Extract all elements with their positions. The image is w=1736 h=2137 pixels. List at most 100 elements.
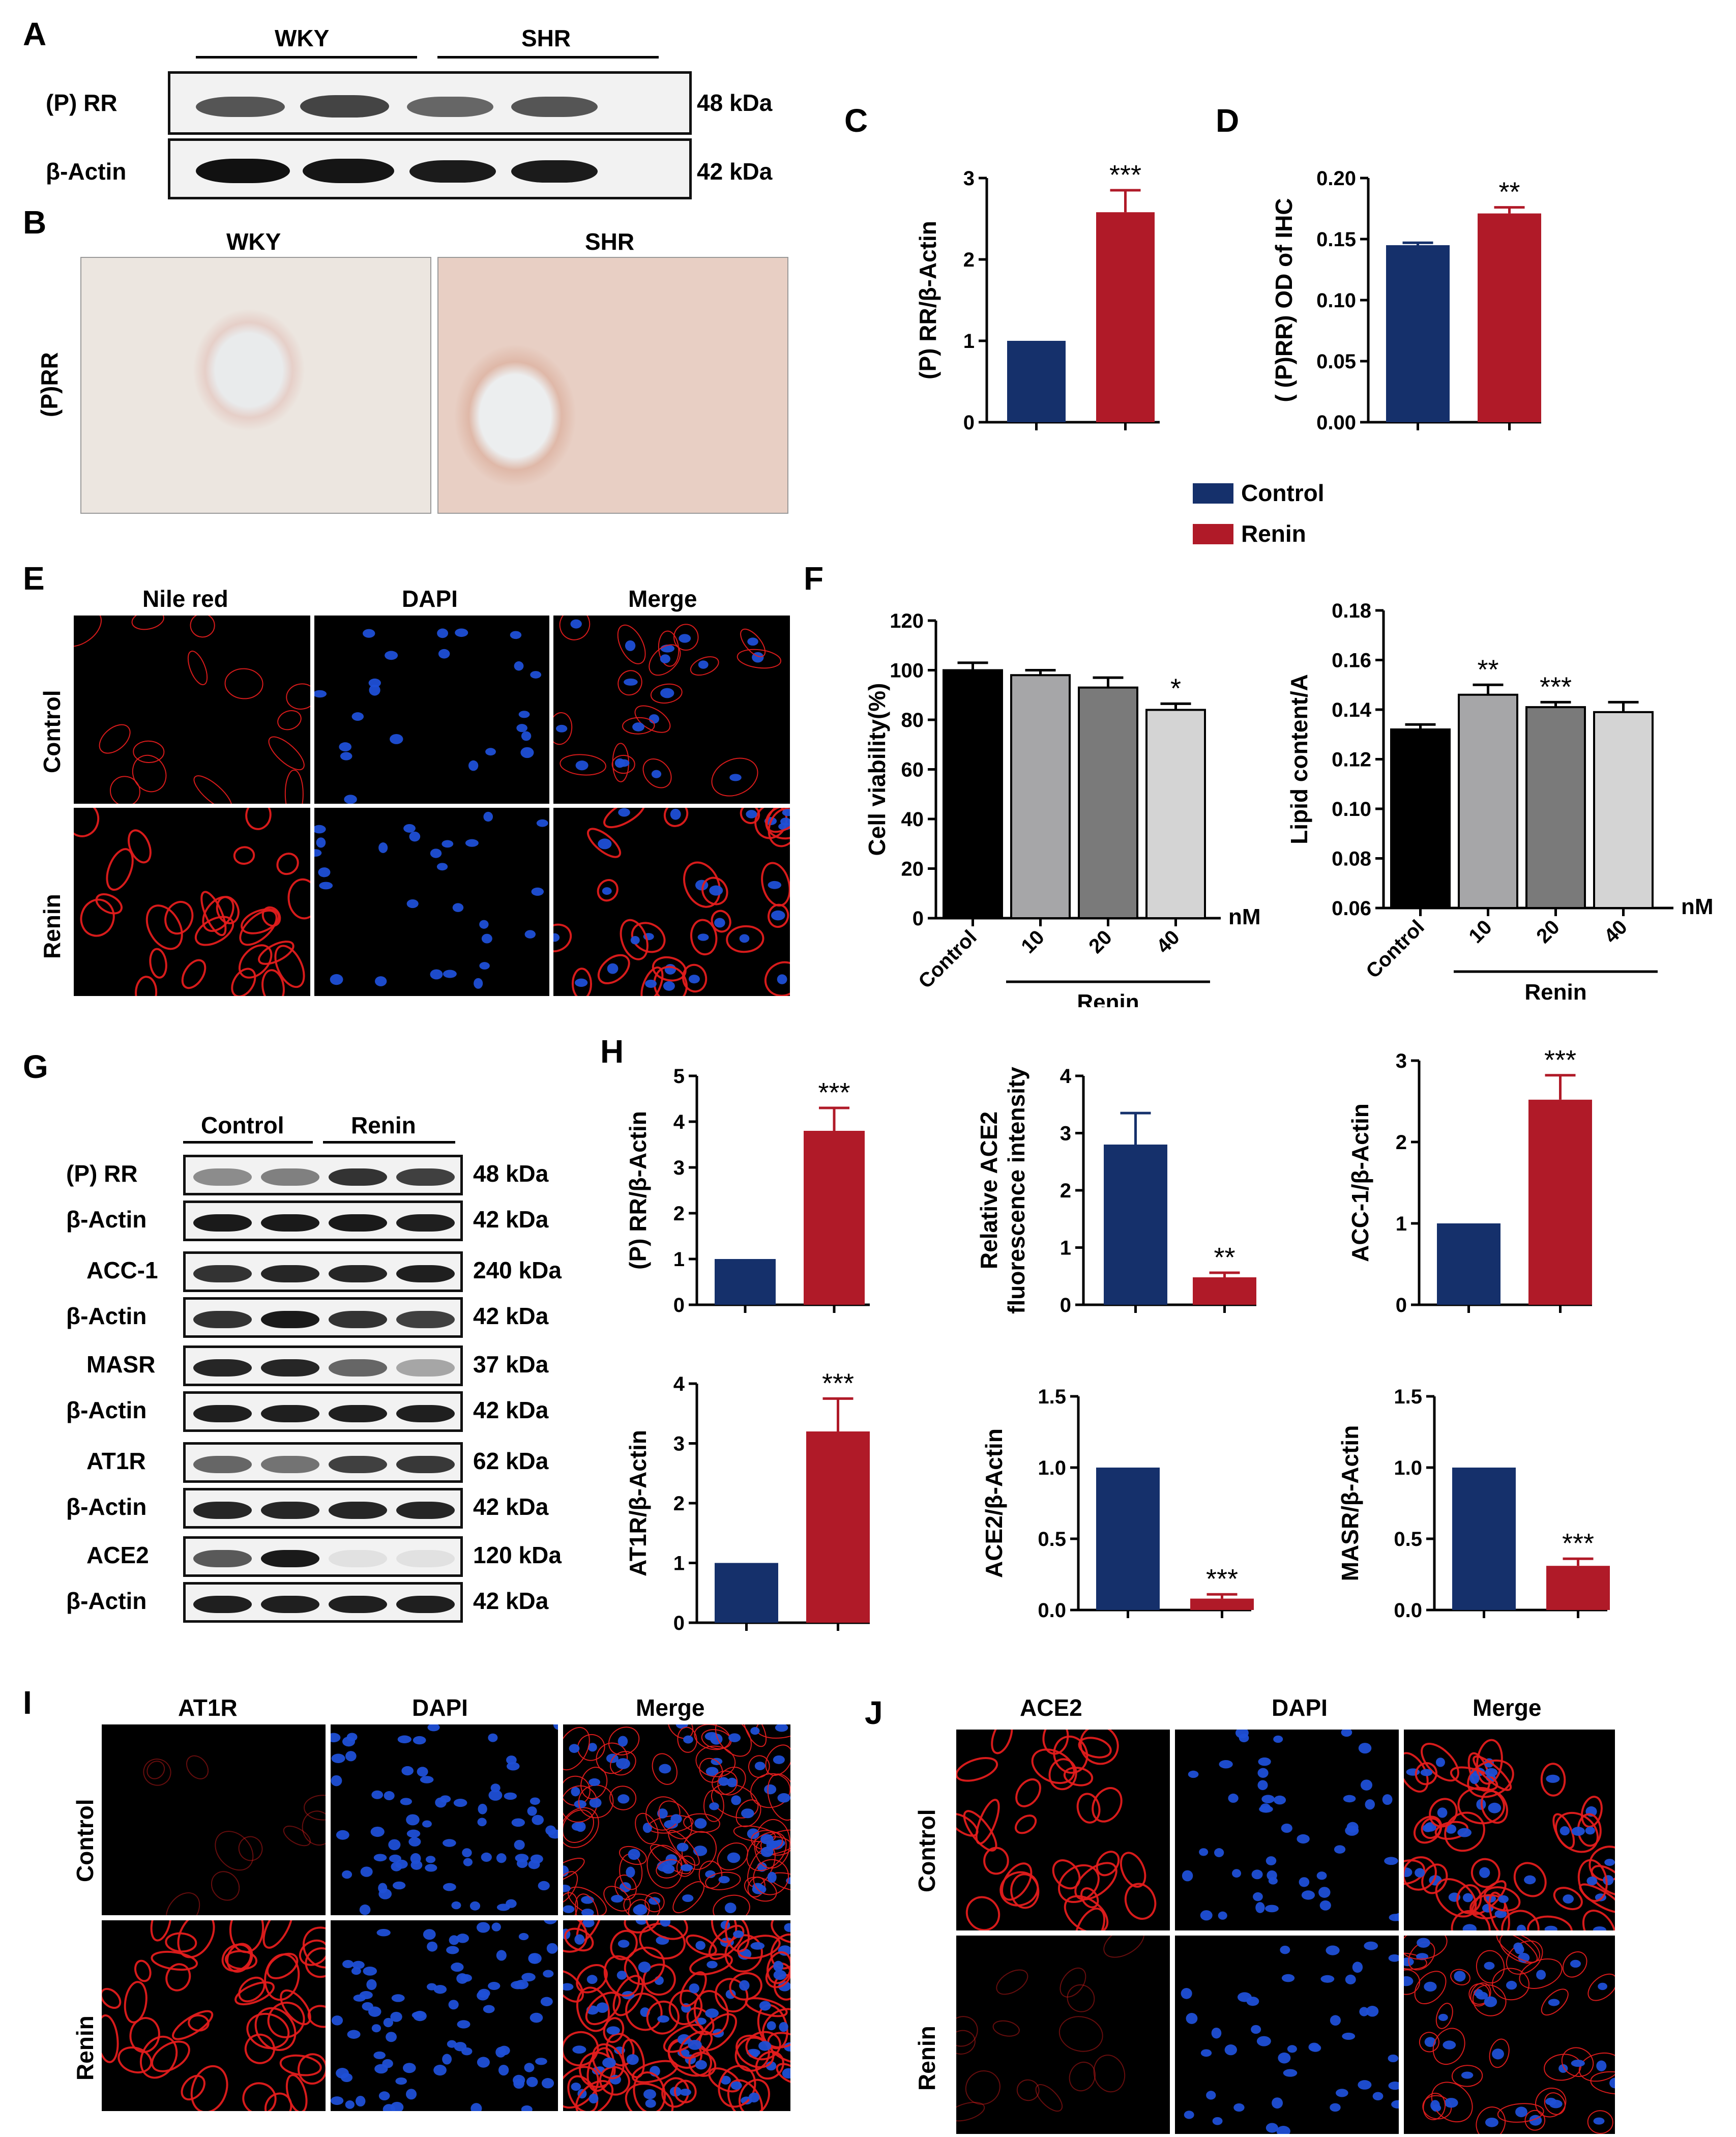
cell-outline — [1473, 1984, 1507, 2016]
nucleus — [400, 1798, 412, 1805]
cell-outline — [287, 878, 310, 920]
nucleus — [340, 752, 352, 760]
cell-outline — [597, 879, 619, 902]
g-row-kda: 62 kDa — [473, 1448, 549, 1474]
cell-outline — [733, 1825, 776, 1842]
e-col-dapi: DAPI — [402, 586, 458, 612]
ihc-col-shr: SHR — [585, 228, 635, 255]
cell-outline — [739, 2079, 770, 2111]
nucleus — [1462, 1924, 1477, 1930]
group-line-shr — [437, 56, 659, 58]
i-row-renin: Renin — [72, 2015, 98, 2081]
j-row-renin: Renin — [914, 2026, 940, 2091]
cell-outline — [1561, 2047, 1594, 2077]
nucleus — [417, 1767, 428, 1777]
nucleus — [718, 1777, 729, 1786]
nucleus — [1545, 2097, 1556, 2105]
cell-outline — [698, 2013, 738, 2052]
y-tick-label: 0.16 — [1332, 650, 1371, 672]
i-img-control-dapi — [331, 1724, 558, 1915]
g-row-kda: 42 kDa — [473, 1494, 549, 1520]
cell-outline — [609, 1785, 637, 1810]
g-blot-strip — [183, 1345, 463, 1386]
y-tick-label: 1.0 — [1394, 1457, 1422, 1479]
nucleus — [607, 963, 619, 974]
cell-outline — [1404, 1969, 1420, 1995]
nucleus — [406, 899, 419, 909]
cell-outline — [701, 1729, 732, 1749]
cell-outline — [663, 808, 689, 827]
g-row-kda: 42 kDa — [473, 1303, 549, 1329]
blot-band — [329, 1359, 387, 1377]
y-tick-label: 60 — [901, 759, 924, 781]
cell-outline — [650, 683, 683, 704]
nucleus — [746, 810, 757, 818]
nucleus — [586, 1975, 598, 1984]
nucleus — [1358, 2080, 1372, 2090]
cell-outline — [712, 1770, 738, 1795]
nucleus — [1186, 2013, 1198, 2024]
e-col-merge: Merge — [628, 586, 697, 612]
cell-outline — [261, 969, 285, 996]
cell-outline — [242, 2082, 277, 2111]
significance-label: *** — [822, 1368, 854, 1398]
nucleus — [638, 1962, 651, 1973]
y-tick-label: 4 — [1060, 1065, 1072, 1088]
x-tick-label: 40 — [1600, 916, 1632, 948]
g-row-kda: 42 kDa — [473, 1397, 549, 1423]
cell-outline — [233, 846, 255, 865]
cell-outline — [1524, 2110, 1546, 2131]
cell-outline — [649, 644, 681, 676]
cell-outline — [564, 1927, 594, 1952]
nucleus — [513, 2079, 524, 2089]
nucleus — [469, 1901, 481, 1911]
cell-outline — [745, 2031, 781, 2061]
blot-band — [396, 1405, 455, 1422]
nucleus — [1546, 1774, 1560, 1783]
cell-outline — [102, 2014, 119, 2063]
chart-h-prr: 0 1 2 3 4 5 (P) RR/β-Actin *** — [625, 1065, 870, 1316]
cell-outline — [190, 616, 215, 638]
cell-outline — [1079, 1730, 1119, 1765]
bar — [1478, 213, 1541, 422]
nucleus — [1484, 1996, 1497, 2007]
nucleus — [773, 1755, 785, 1764]
nucleus — [378, 1883, 388, 1893]
nucleus — [660, 1920, 671, 1927]
cell-outline — [245, 808, 272, 830]
nucleus — [341, 2073, 353, 2083]
blot-band — [329, 1405, 387, 1422]
cell-outline — [128, 829, 152, 864]
cell-outline — [563, 1920, 588, 1953]
blot-band — [261, 1359, 319, 1377]
nucleus — [726, 1777, 738, 1788]
nucleus — [544, 1920, 557, 1924]
blot-band — [329, 1596, 387, 1613]
significance-label: ** — [1477, 654, 1498, 685]
blot-band — [261, 1168, 319, 1186]
nucleus — [709, 885, 723, 896]
cell-outline — [1450, 1969, 1470, 1985]
nucleus — [345, 1751, 357, 1762]
blot-band — [396, 1596, 455, 1613]
bar — [1104, 1145, 1167, 1305]
nucleus — [1388, 1954, 1399, 1962]
nucleus — [331, 2096, 344, 2105]
cell-outline — [592, 2043, 625, 2080]
nucleus — [773, 1960, 784, 1972]
cell-outline — [553, 923, 572, 953]
nucleus — [331, 1733, 341, 1743]
nucleus — [1258, 1757, 1271, 1766]
cell-outline — [1429, 1798, 1458, 1828]
cell-outline — [1476, 1950, 1505, 1984]
bar — [1096, 212, 1155, 422]
cell-outline — [1069, 2061, 1096, 2092]
cell-outline — [1064, 1895, 1109, 1930]
nucleus — [689, 1983, 699, 1994]
nucleus — [574, 1934, 585, 1945]
blot-band — [261, 1405, 319, 1422]
cell-outline — [744, 1877, 777, 1902]
nucleus — [541, 2078, 554, 2089]
cell-outline — [1404, 1936, 1448, 1960]
nucleus — [406, 2089, 417, 2100]
